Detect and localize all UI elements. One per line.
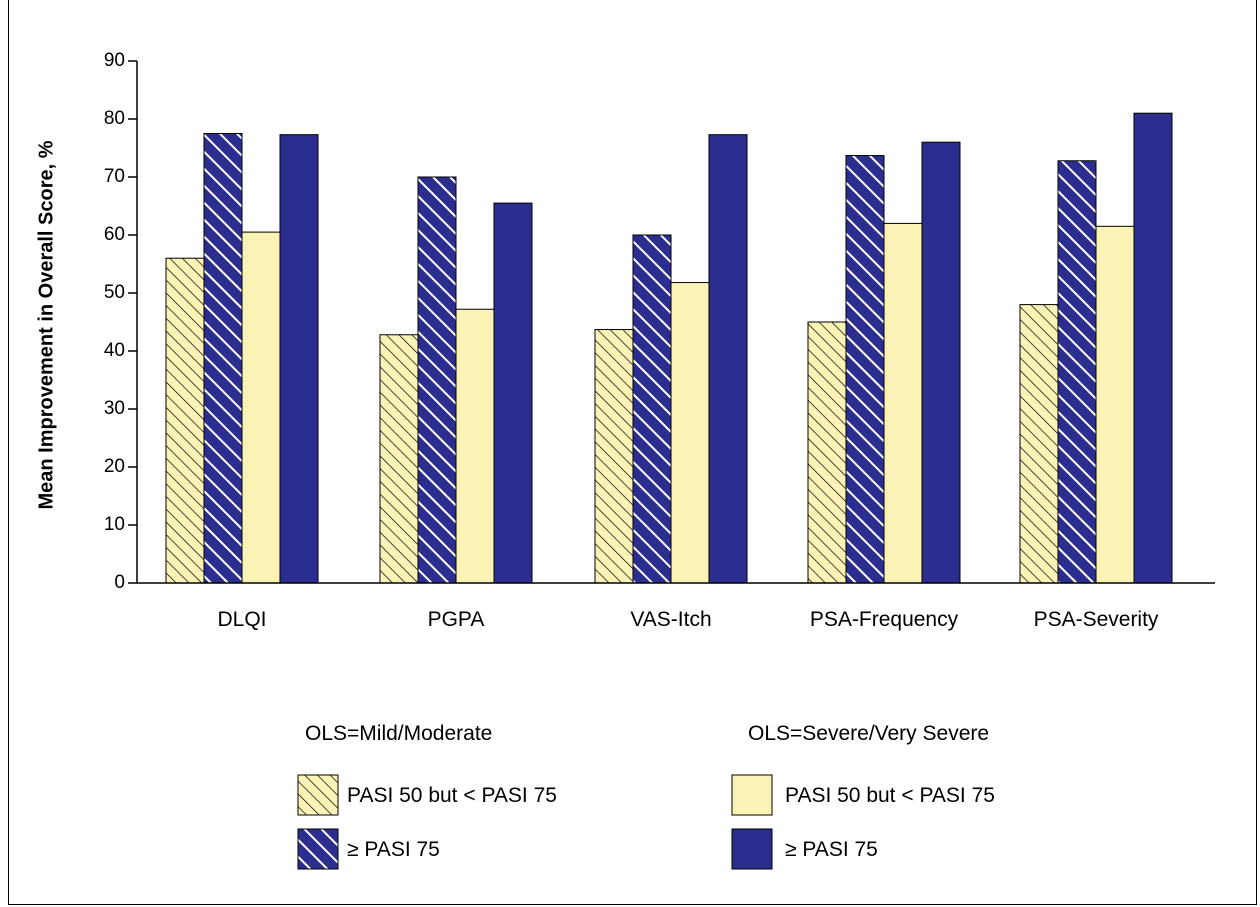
x-axis: DLQI PGPA VAS-Itch PSA-Frequency PSA-Severit… — [137, 582, 1215, 631]
chart-frame — [8, 0, 1257, 905]
bar-hatched-cream-vas-itch — [594, 329, 634, 584]
y-tick-label: 50 — [104, 282, 125, 303]
bar-hatched-navy-psa-severity — [1057, 160, 1097, 584]
y-tick-label: 40 — [104, 340, 125, 361]
x-category-label: PSA-Severity — [1034, 608, 1159, 631]
bar-hatched-navy-vas-itch — [632, 234, 672, 584]
y-tick-label: 70 — [104, 166, 125, 187]
legend-swatch-hatched-cream — [297, 774, 339, 816]
y-tick-label: 0 — [114, 572, 125, 593]
bar-hatched-cream-dlqi — [165, 257, 205, 584]
y-tick-label: 60 — [104, 224, 125, 245]
bar-solid-cream-psa-frequency — [883, 222, 923, 584]
bar-solid-navy-pgpa — [493, 202, 533, 584]
y-tick-label: 30 — [104, 398, 125, 419]
x-category-label: PGPA — [428, 608, 485, 631]
bar-solid-cream-pgpa — [455, 308, 495, 584]
legend-swatch-hatched-navy — [297, 828, 339, 870]
legend-group-title-mild: OLS=Mild/Moderate — [305, 722, 492, 745]
bar-solid-navy-psa-severity — [1133, 112, 1173, 584]
legend-swatch-solid-cream — [731, 774, 773, 816]
bar-hatched-navy-psa-frequency — [845, 155, 885, 584]
y-tick-label: 90 — [104, 50, 125, 71]
legend-label-severe-pasi75: ≥ PASI 75 — [785, 838, 878, 861]
y-tick-label: 80 — [104, 108, 125, 129]
legend: OLS=Mild/Moderate OLS=Severe/Very Severe… — [297, 722, 995, 870]
x-category-label: PSA-Frequency — [810, 608, 959, 631]
legend-group-title-severe: OLS=Severe/Very Severe — [748, 722, 989, 745]
x-category-label: VAS-Itch — [630, 608, 711, 631]
bar-hatched-navy-dlqi — [203, 133, 243, 584]
bar-hatched-cream-pgpa — [379, 334, 419, 584]
y-axis-title: Mean Improvement in Overall Score, % — [35, 140, 57, 509]
bar-solid-navy-vas-itch — [708, 134, 748, 584]
bar-hatched-navy-pgpa — [417, 176, 457, 584]
bar-hatched-cream-psa-severity — [1019, 304, 1059, 584]
legend-label-severe-pasi50: PASI 50 but < PASI 75 — [785, 784, 995, 807]
y-tick-label: 10 — [104, 514, 125, 535]
legend-label-mild-pasi50: PASI 50 but < PASI 75 — [347, 784, 557, 807]
bars — [165, 112, 1173, 584]
bar-hatched-cream-psa-frequency — [807, 321, 847, 584]
y-axis: 0 10 20 30 40 50 60 70 80 90 — [104, 50, 138, 593]
legend-swatch-solid-navy — [731, 828, 773, 870]
legend-label-mild-pasi75: ≥ PASI 75 — [347, 838, 440, 861]
x-category-label: DLQI — [217, 608, 266, 631]
bar-solid-cream-vas-itch — [670, 282, 710, 584]
bar-solid-navy-psa-frequency — [921, 141, 961, 584]
bar-solid-cream-dlqi — [241, 231, 281, 584]
bar-solid-cream-psa-severity — [1095, 225, 1135, 584]
y-tick-label: 20 — [104, 456, 125, 477]
bar-solid-navy-dlqi — [279, 134, 319, 584]
